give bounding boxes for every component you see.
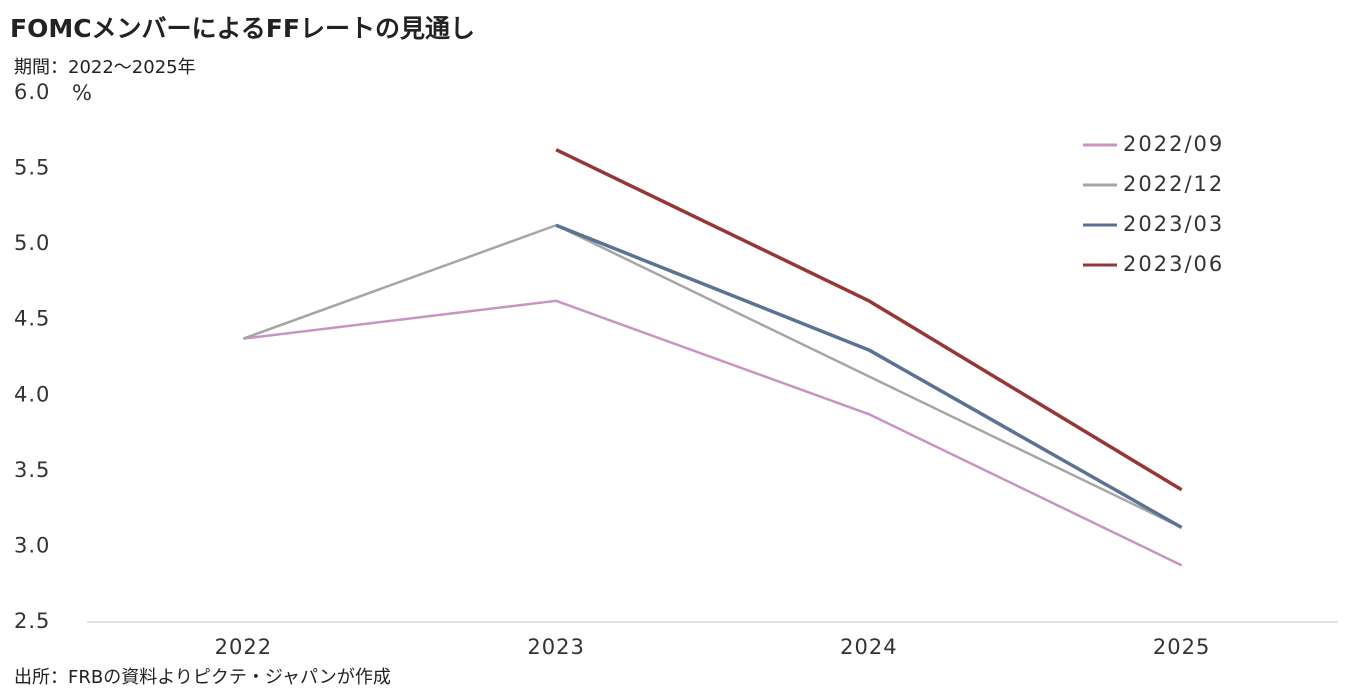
y-tick-label: 3.0: [14, 533, 50, 557]
legend-label: 2023/03: [1123, 212, 1224, 236]
series-line: [243, 299, 1183, 567]
chart-subtitle: 期間：2022～2025年: [14, 57, 196, 78]
y-unit: %: [72, 81, 93, 105]
legend-label: 2022/09: [1123, 132, 1224, 156]
x-tick-label: 2024: [840, 635, 897, 659]
legend-label: 2023/06: [1123, 252, 1224, 276]
series-line: [242, 224, 1183, 529]
series-line: [555, 223, 1183, 530]
y-tick-label: 4.0: [14, 382, 50, 406]
y-tick-label: 6.0: [14, 80, 50, 104]
y-tick-label: 3.5: [14, 458, 50, 482]
series-line: [555, 148, 1183, 492]
y-tick-label: 4.5: [14, 307, 50, 331]
x-tick-label: 2023: [527, 635, 584, 659]
chart-title: FOMCメンバーによるFFレートの見通し: [10, 14, 475, 43]
legend-label: 2022/12: [1123, 172, 1224, 196]
x-tick-label: 2022: [215, 635, 272, 659]
x-tick-label: 2025: [1153, 635, 1210, 659]
y-tick-label: 5.0: [14, 231, 50, 255]
y-tick-label: 2.5: [14, 609, 50, 633]
y-tick-label: 5.5: [14, 156, 50, 180]
source-note: 出所：FRBの資料よりピクテ・ジャパンが作成: [14, 667, 391, 688]
